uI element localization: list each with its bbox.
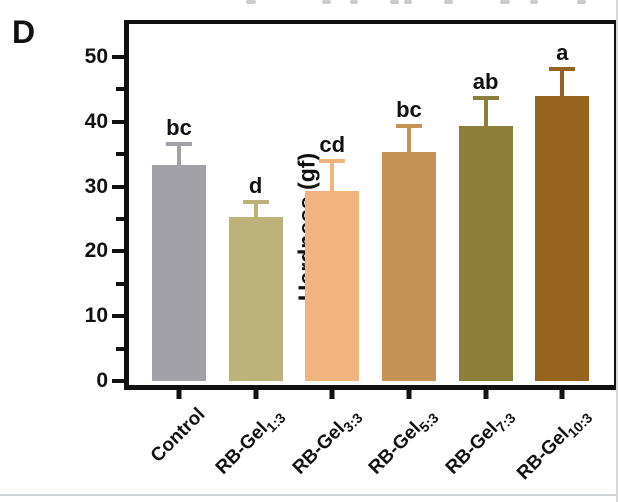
- error-bar-stem: [560, 68, 565, 96]
- y-axis-minor-tick: [116, 346, 124, 351]
- error-bar-cap: [166, 141, 192, 146]
- significance-letter: bc: [166, 114, 192, 140]
- error-bar-stem: [406, 125, 411, 153]
- significance-letter: a: [556, 39, 569, 65]
- cropped-text-fragment: [500, 0, 510, 4]
- y-axis-major-tick: [112, 184, 124, 189]
- cropped-text-fragment: [350, 0, 358, 4]
- bar-rb-gel-3-3: [305, 191, 360, 381]
- bar-rb-gel-7-3: [458, 126, 513, 381]
- y-axis-minor-tick: [116, 152, 124, 157]
- y-axis-major-tick: [112, 379, 124, 383]
- bar-rb-gel-1-3: [228, 217, 283, 381]
- cropped-text-fragment: [246, 0, 256, 4]
- significance-letter: cd: [319, 132, 346, 158]
- y-axis-tick-label: 30: [84, 174, 108, 198]
- error-bar-stem: [177, 143, 181, 166]
- x-axis-tick-label: RB-Gel7:3: [441, 409, 519, 479]
- x-axis-tick-label: RB-Gel3:3: [288, 409, 366, 479]
- y-axis-minor-tick: [116, 87, 124, 92]
- x-axis-tick-label: RB-Gel5:3: [365, 409, 442, 479]
- y-axis-major-tick: [112, 249, 124, 254]
- bar-control: [152, 165, 206, 381]
- y-axis-tick-label: 50: [84, 45, 108, 68]
- x-axis-tick: [253, 386, 259, 399]
- x-axis-tick: [176, 386, 182, 399]
- error-bar-stem: [253, 202, 258, 218]
- error-bar-cap: [319, 159, 346, 164]
- y-axis-tick-label: 20: [84, 239, 108, 263]
- error-bar-stem: [483, 98, 488, 127]
- error-bar-stem: [330, 161, 335, 192]
- panel-letter: D: [12, 14, 36, 50]
- y-axis-tick-label: 40: [84, 109, 108, 133]
- cropped-text-fragment: [404, 0, 412, 4]
- error-bar-cap: [549, 66, 576, 71]
- cropped-text-fragment: [530, 0, 538, 4]
- x-axis-tick: [406, 386, 412, 399]
- x-axis-tick-label: RB-Gel10:3: [512, 409, 596, 485]
- image-bottom-border: [0, 494, 618, 496]
- x-axis-tick: [483, 386, 489, 399]
- significance-letter: d: [248, 173, 263, 199]
- bar-rb-gel-5-3: [381, 152, 436, 381]
- y-axis-major-tick: [112, 55, 124, 59]
- y-axis-major-tick: [112, 119, 124, 124]
- cropped-text-fragment: [390, 0, 399, 4]
- y-axis-tick-label: 0: [96, 369, 108, 392]
- x-axis-tick-label: RB-Gel1:3: [211, 409, 289, 479]
- cropped-text-fragment: [444, 0, 453, 4]
- y-axis-tick-label: 10: [84, 304, 108, 328]
- bar-rb-gel-10-3: [535, 95, 590, 381]
- x-axis-tick-label: Control: [147, 404, 210, 467]
- significance-letter: bc: [396, 96, 422, 122]
- cropped-text-fragment: [577, 0, 586, 4]
- error-bar-cap: [242, 200, 269, 205]
- image-right-border: [616, 0, 618, 502]
- cropped-text-fragment: [322, 0, 331, 4]
- y-axis-minor-tick: [116, 281, 124, 286]
- y-axis-minor-tick: [116, 217, 124, 221]
- x-axis-tick: [329, 386, 335, 399]
- x-axis-tick: [559, 386, 565, 399]
- y-axis-major-tick: [112, 314, 124, 319]
- error-bar-cap: [395, 123, 422, 128]
- error-bar-cap: [472, 96, 499, 101]
- significance-letter: ab: [472, 69, 499, 95]
